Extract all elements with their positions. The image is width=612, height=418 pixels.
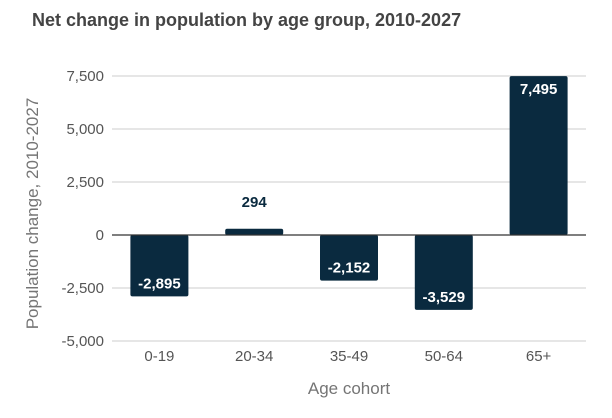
- x-tick-label: 0-19: [144, 348, 174, 365]
- x-axis-title: Age cohort: [308, 379, 390, 398]
- y-tick-label: 0: [96, 227, 104, 244]
- data-label: -2,152: [328, 260, 371, 277]
- data-label: -2,895: [138, 275, 181, 292]
- y-axis-title: Population change, 2010-2027: [23, 98, 42, 330]
- x-tick-label: 65+: [526, 348, 552, 365]
- bar: [130, 235, 189, 297]
- y-tick-label: 7,500: [66, 68, 104, 85]
- gridlines: [112, 75, 586, 342]
- bar: [320, 235, 378, 281]
- data-labels: -2,895 294 -2,152 -3,529 7,495: [138, 81, 557, 306]
- y-tick-label: 2,500: [66, 174, 104, 191]
- bar: [225, 228, 284, 235]
- y-tick-label: -2,500: [61, 280, 104, 297]
- y-axis-ticks: 7,500 5,000 2,500 0 -2,500 -5,000: [61, 68, 104, 350]
- x-axis-ticks: 0-19 20-34 35-49 50-64 65+: [144, 348, 551, 365]
- bars: [130, 76, 568, 310]
- data-label: 7,495: [520, 81, 558, 98]
- data-label: 294: [242, 194, 268, 211]
- bar: [414, 235, 473, 310]
- x-tick-label: 35-49: [330, 348, 368, 365]
- data-label: -3,529: [423, 289, 466, 306]
- x-tick-label: 20-34: [235, 348, 273, 365]
- y-tick-label: 5,000: [66, 121, 104, 138]
- y-tick-label: -5,000: [61, 333, 104, 350]
- bar: [509, 76, 568, 235]
- chart-title: Net change in population by age group, 2…: [32, 10, 462, 30]
- x-tick-label: 50-64: [425, 348, 463, 365]
